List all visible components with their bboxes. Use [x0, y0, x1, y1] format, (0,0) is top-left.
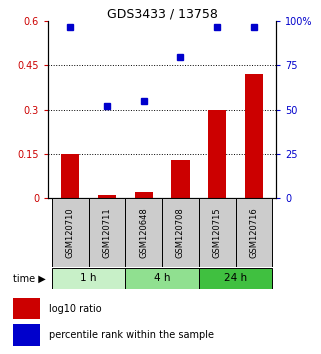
- Bar: [52, 268, 125, 289]
- Text: GSM120710: GSM120710: [66, 207, 75, 258]
- Text: GSM120715: GSM120715: [213, 207, 222, 258]
- Text: time ▶: time ▶: [13, 273, 46, 284]
- Text: GSM120716: GSM120716: [249, 207, 258, 258]
- Title: GDS3433 / 13758: GDS3433 / 13758: [107, 7, 218, 20]
- Bar: [52, 198, 89, 267]
- Bar: [125, 198, 162, 267]
- Bar: [61, 154, 79, 198]
- Text: 1 h: 1 h: [80, 273, 97, 284]
- Text: 4 h: 4 h: [154, 273, 170, 284]
- Text: log10 ratio: log10 ratio: [49, 303, 101, 314]
- Bar: [199, 198, 236, 267]
- Text: 24 h: 24 h: [224, 273, 247, 284]
- Bar: [199, 268, 273, 289]
- Bar: [236, 198, 273, 267]
- Text: GSM120648: GSM120648: [139, 207, 148, 258]
- Bar: [208, 110, 226, 198]
- Bar: [98, 195, 116, 198]
- Text: GSM120708: GSM120708: [176, 207, 185, 258]
- Bar: [125, 268, 199, 289]
- Bar: [162, 198, 199, 267]
- Text: percentile rank within the sample: percentile rank within the sample: [49, 330, 214, 340]
- Bar: [13, 298, 40, 319]
- Bar: [171, 160, 190, 198]
- Bar: [89, 198, 125, 267]
- Bar: [245, 74, 263, 198]
- Bar: [134, 192, 153, 198]
- Bar: [13, 324, 40, 346]
- Text: GSM120711: GSM120711: [102, 207, 111, 258]
